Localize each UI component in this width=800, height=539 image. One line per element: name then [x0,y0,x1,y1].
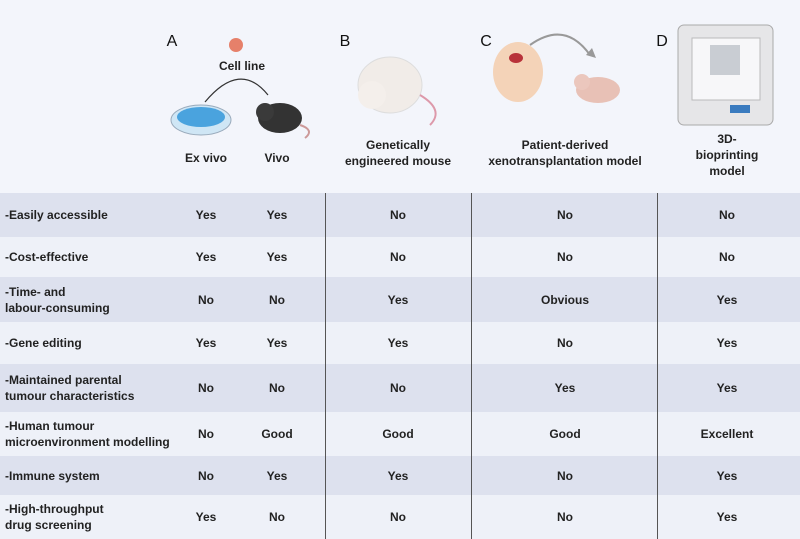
cell-value: No [390,208,406,222]
cell-value: No [269,510,285,524]
tumour [509,53,523,63]
display [730,105,750,113]
column-header: 3D-bioprinting model [695,132,759,178]
row-label: -Immune system [5,468,100,483]
print-head [710,45,740,75]
row-label: -High-throughput drug screening [5,502,104,532]
cell-value: Yes [195,208,217,222]
cell-value: Obvious [540,292,590,307]
cell-value: No [557,336,573,350]
column-divider [657,193,658,539]
table-row [0,495,800,539]
panel-letter: C [480,33,492,50]
cell-value: Yes [716,292,738,307]
table-row [0,456,800,495]
row-label: -Maintained parental tumour characterist… [5,373,135,403]
cell-value: No [269,292,285,307]
row-label: -Time- and labour-consuming [5,284,110,315]
table-row [0,193,800,237]
cell-value: No [557,510,573,524]
table-row [0,322,800,364]
row-label: -Human tumour microenvironment modelling [5,419,170,449]
cell-value: Excellent [700,427,754,441]
tail [419,94,437,126]
column-header: Ex vivo [184,151,228,165]
cell-value: Yes [716,510,738,524]
mouse-head [574,74,590,90]
column-divider [471,193,472,539]
mouse-head [358,81,386,109]
panel-letter: B [339,33,351,50]
column-header: Patient-derived xenotransplantation mode… [488,138,642,168]
cell-value: No [719,208,735,222]
human-head [493,42,543,102]
cell-value: No [198,381,214,395]
row-label: -Cost-effective [5,250,89,264]
panel-letter: A [166,33,178,50]
cell-icon [229,38,243,52]
column-header: Genetically engineered mouse [344,138,452,168]
petri-media [177,107,225,127]
cell-value: No [269,381,285,395]
cell-value: No [390,381,406,395]
cell-value: No [719,250,735,264]
cell-value: Yes [195,510,217,524]
table-row [0,364,800,412]
mouse-head [256,103,274,121]
cell-value: Good [261,427,293,441]
cell-value: Yes [266,336,288,350]
table-row [0,412,800,456]
cell-value: No [390,250,406,264]
cell-value: Good [549,427,581,441]
cell-value: No [557,468,573,483]
cell-value: Yes [387,292,409,307]
cell-value: No [557,250,573,264]
row-label: -Gene editing [5,336,82,350]
cell-value: Yes [716,468,738,483]
cell-value: Yes [387,336,409,350]
arrow [529,33,591,56]
row-label: -Easily accessible [5,208,108,222]
cell-value: Good [382,427,414,441]
cell-value: Yes [195,336,217,350]
cell-value: Yes [554,381,576,395]
illustrations [170,24,774,139]
cell-value: Yes [195,250,217,264]
arrowhead [586,48,596,58]
connector [204,78,269,103]
tail [299,124,310,139]
panel-letter: D [656,33,668,50]
cell-value: Yes [266,250,288,264]
cell-value: No [390,510,406,524]
column-divider [325,193,326,539]
cell-value: No [198,468,214,483]
cell-value: No [198,427,214,441]
table-row [0,277,800,322]
cell-value: No [198,292,214,307]
cell-value: Yes [266,208,288,222]
cell-value: Yes [387,468,409,483]
cell-value: Yes [716,381,738,395]
column-header: Vivo [264,151,290,165]
table-row [0,237,800,277]
cell-value: Yes [266,468,288,483]
cell-value: Yes [716,336,738,350]
cell-value: No [557,208,573,222]
cell-line-label: Cell line [218,59,266,73]
